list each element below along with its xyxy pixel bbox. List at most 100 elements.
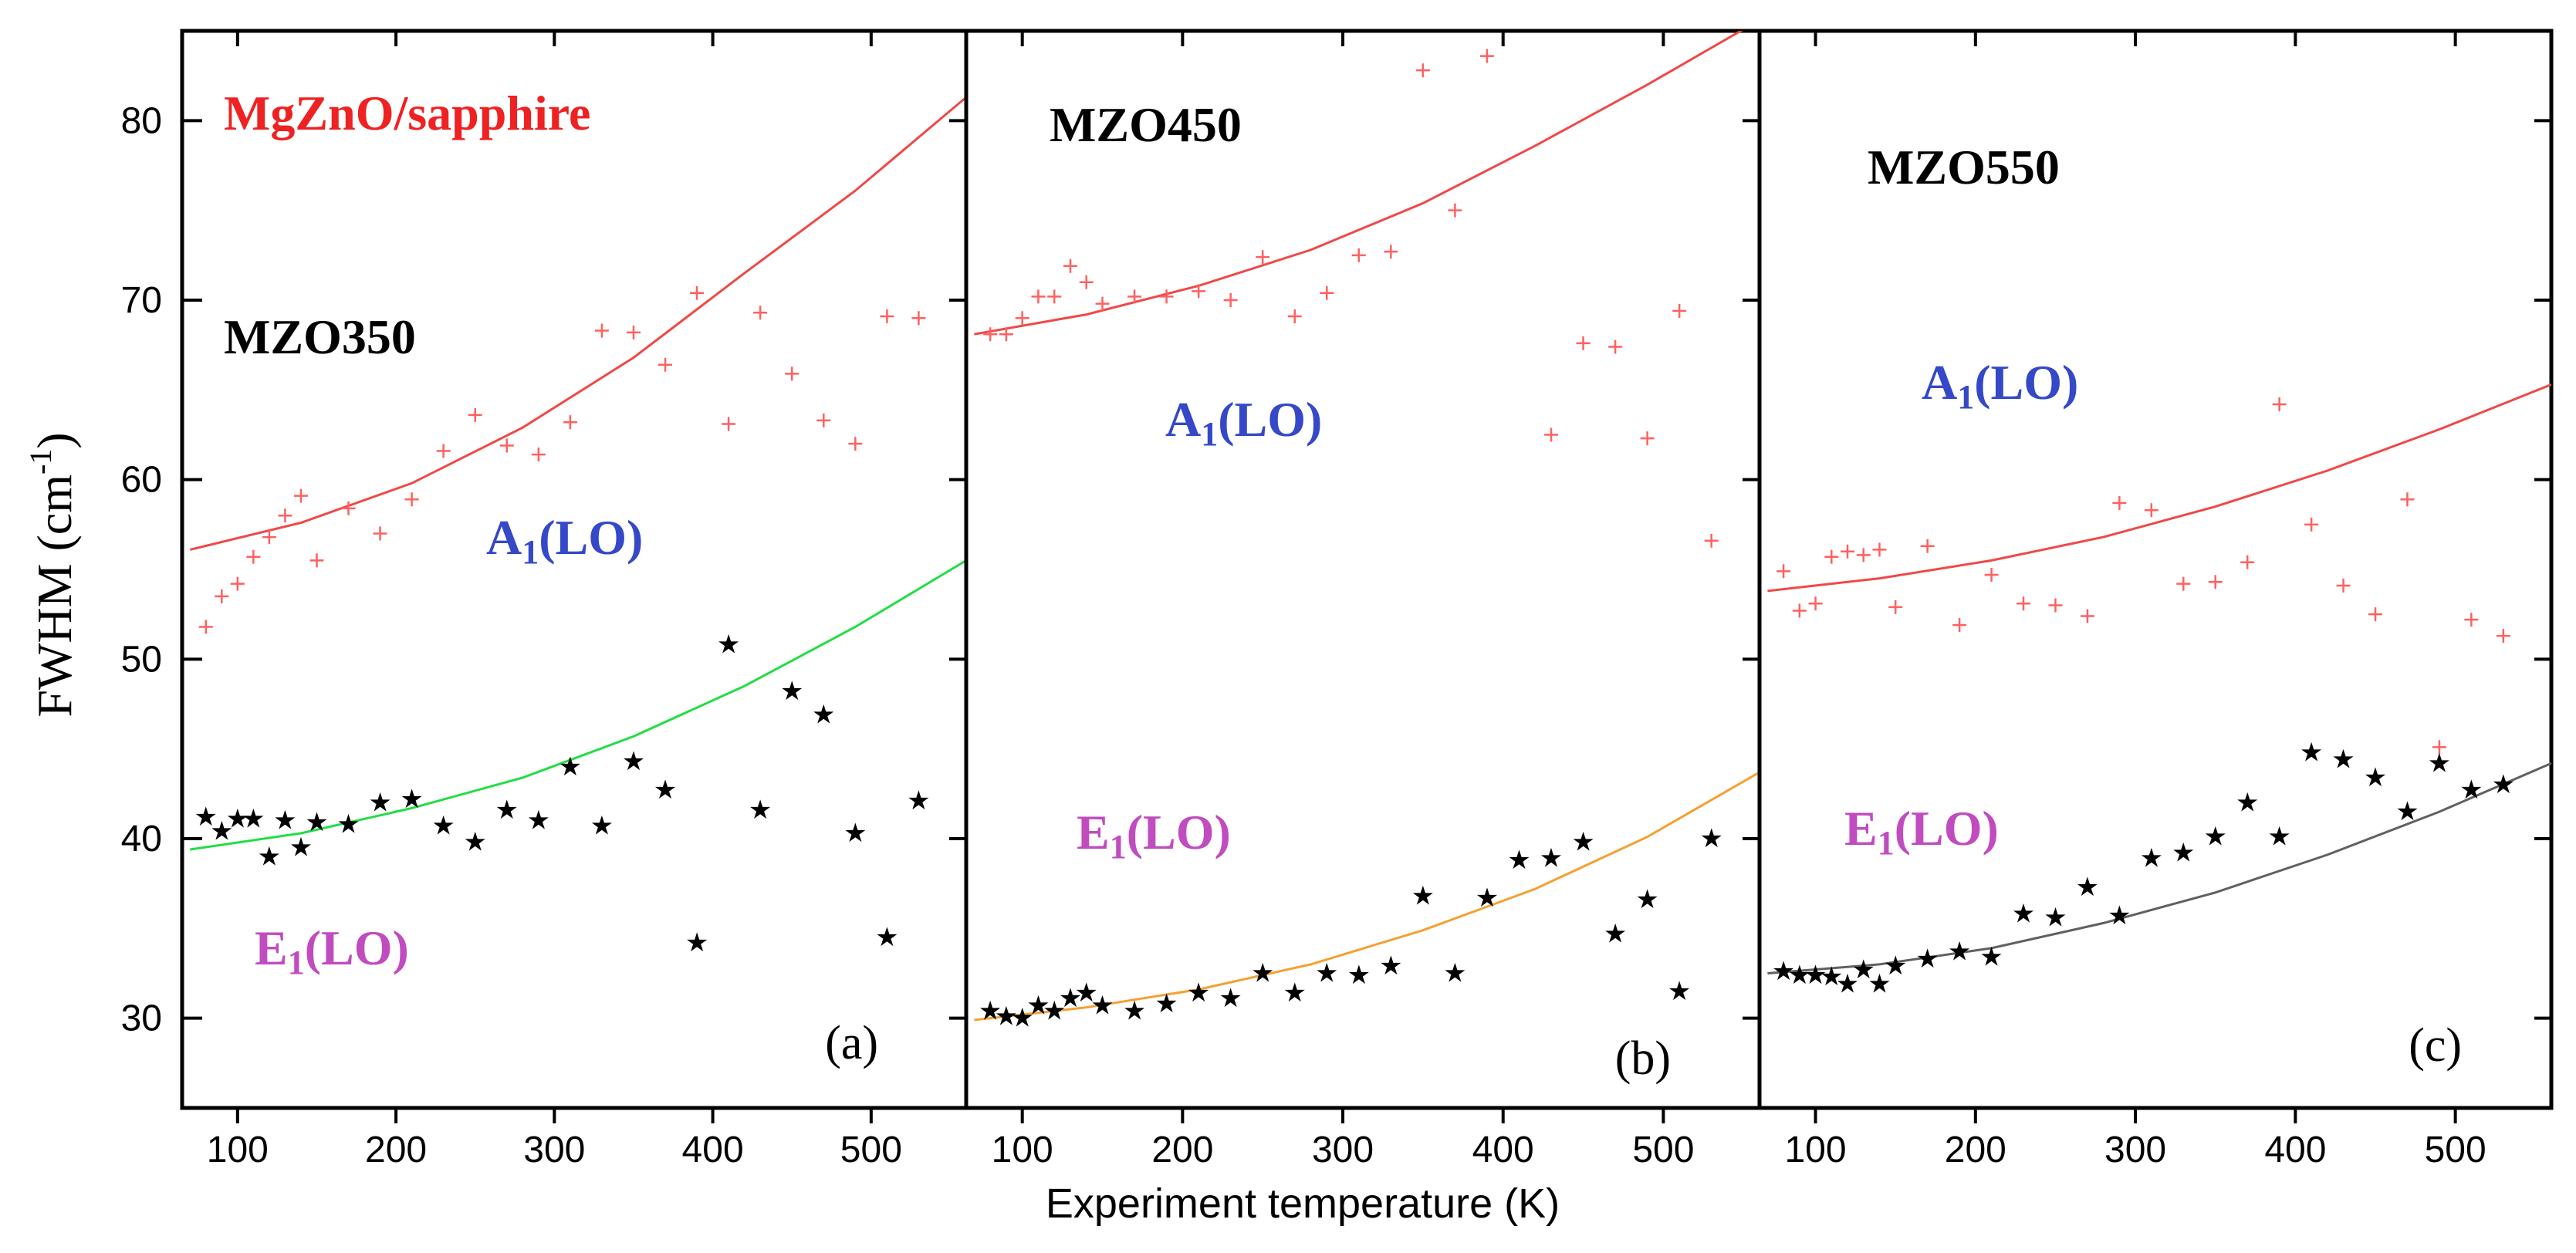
e1-data-point: ★ xyxy=(780,677,803,706)
e1-fit-line xyxy=(190,559,966,851)
e1-data-point: ★ xyxy=(1059,984,1082,1013)
y-tick-label: 30 xyxy=(121,998,162,1039)
a1-mode-label: A1(LO) xyxy=(1922,355,2078,416)
e1-data-point: ★ xyxy=(1154,989,1178,1018)
a1-data-point xyxy=(1415,63,1430,78)
y-axis-label: FWHM (cm-1) xyxy=(23,432,82,717)
e1-data-point: ★ xyxy=(843,819,867,848)
panel-label: (a) xyxy=(825,1017,878,1069)
a1-data-point xyxy=(309,553,324,568)
y-tick-label: 60 xyxy=(121,460,162,501)
a1-data-point xyxy=(2336,578,2351,593)
a1-data-point xyxy=(1320,285,1334,300)
a1-data-point xyxy=(1704,533,1719,548)
a1-data-point xyxy=(2464,613,2479,627)
e1-fit-line xyxy=(974,771,1760,1022)
sample-label: MZO450 xyxy=(1050,97,1242,152)
a1-data-point xyxy=(1031,289,1046,304)
panel-frame xyxy=(1757,29,2554,1110)
a1-data-point xyxy=(230,576,245,591)
e1-data-point: ★ xyxy=(1804,961,1827,990)
e1-data-point: ★ xyxy=(1788,961,1811,990)
a1-data-point xyxy=(1576,336,1591,350)
e1-data-point: ★ xyxy=(559,752,582,782)
a1-fit-line xyxy=(189,96,966,551)
e1-data-point: ★ xyxy=(242,804,265,833)
a1-data-point xyxy=(1079,275,1094,289)
y-tick-label: 50 xyxy=(121,639,162,680)
y-tick-label: 40 xyxy=(121,819,162,860)
x-tick-label: 100 xyxy=(207,1130,269,1170)
y-axis-label-main: FWHM (cm xyxy=(27,475,82,718)
a1-data-point xyxy=(911,311,926,326)
a1-fit-line xyxy=(1767,383,2551,593)
e1-data-point: ★ xyxy=(2364,763,2387,792)
a1-data-point xyxy=(2080,609,2094,623)
a1-data-point xyxy=(436,444,451,458)
e1-data-point: ★ xyxy=(2459,775,2483,805)
e1-data-point: ★ xyxy=(1772,957,1795,986)
panels: ★★★★★★★★ ★★ ★★★★ ★★★★★★★★★★★★★MgZnO/sapphir… xyxy=(180,29,2554,1110)
e1-data-point: ★ xyxy=(1443,959,1466,988)
e1-data-point: ★ xyxy=(1571,828,1594,857)
a1-data-point xyxy=(626,325,641,339)
a1-data-point xyxy=(2272,397,2287,411)
panel-label: (c) xyxy=(2409,1019,2462,1072)
x-tick-label: 500 xyxy=(840,1130,902,1170)
x-tick-label: 500 xyxy=(2425,1130,2486,1170)
a1-data-point xyxy=(1287,309,1302,323)
e1-data-point: ★ xyxy=(1090,991,1114,1020)
a1-data-point xyxy=(278,508,292,523)
e1-data-point: ★ xyxy=(1604,919,1627,948)
e1-data-point: ★ xyxy=(1187,978,1210,1008)
e1-data-point: ★ xyxy=(194,802,218,832)
e1-data-point: ★ xyxy=(1219,984,1242,1013)
a1-data-point xyxy=(1824,549,1839,564)
a1-data-point xyxy=(816,413,831,427)
a1-data-point xyxy=(2048,598,2063,613)
substrate-label: MgZnO/sapphire xyxy=(224,86,590,140)
e1-data-point: ★ xyxy=(2172,839,2195,868)
e1-data-point: ★ xyxy=(1915,944,1939,974)
a1-data-point xyxy=(2144,503,2158,518)
e1-data-point: ★ xyxy=(995,1001,1018,1031)
e1-data-point: ★ xyxy=(2012,900,2035,929)
a1-data-point xyxy=(499,438,514,453)
plot-area: ★★★★★★★★★★★★★★★★★★★★★★★★★★★ xyxy=(974,31,1760,1033)
a1-data-point xyxy=(246,549,261,564)
a1-data-point xyxy=(341,501,356,515)
a1-data-point xyxy=(262,530,276,545)
a1-data-point xyxy=(1047,289,1062,304)
a1-data-point xyxy=(1544,427,1559,442)
a1-data-point xyxy=(1952,618,1967,633)
x-tick-label: 300 xyxy=(2104,1130,2166,1170)
e1-data-point: ★ xyxy=(1979,943,2003,972)
e1-data-point: ★ xyxy=(1347,961,1371,990)
y-tick-label: 80 xyxy=(121,100,162,141)
sample-label: MZO550 xyxy=(1868,140,2060,194)
a1-data-point xyxy=(1256,250,1270,265)
e1-mode-label: E1(LO) xyxy=(1077,805,1231,866)
e1-data-point: ★ xyxy=(2044,903,2067,932)
a1-data-point xyxy=(1920,539,1935,553)
a1-data-point xyxy=(1808,596,1823,611)
a1-data-point xyxy=(1223,293,1238,307)
e1-data-point: ★ xyxy=(273,806,296,836)
e1-data-point: ★ xyxy=(717,630,740,660)
a1-data-point xyxy=(563,415,577,430)
e1-data-point: ★ xyxy=(210,817,233,846)
a1-data-point xyxy=(1351,248,1366,262)
e1-data-point: ★ xyxy=(495,795,519,825)
e1-data-point: ★ xyxy=(527,806,550,836)
a1-data-point xyxy=(1063,258,1077,273)
a1-data-point xyxy=(785,366,800,381)
e1-data-point: ★ xyxy=(2331,745,2355,775)
a1-data-point xyxy=(404,492,419,507)
plot-area: ★★★★★★★★★★★★★★★★★★★★★★★★★★★ xyxy=(1767,383,2551,998)
a1-data-point xyxy=(2208,575,2223,589)
a1-data-point xyxy=(1872,542,1887,557)
e1-data-point: ★ xyxy=(1668,977,1691,1006)
a1-fit-line xyxy=(974,31,1743,336)
e1-data-point: ★ xyxy=(1884,951,1907,981)
